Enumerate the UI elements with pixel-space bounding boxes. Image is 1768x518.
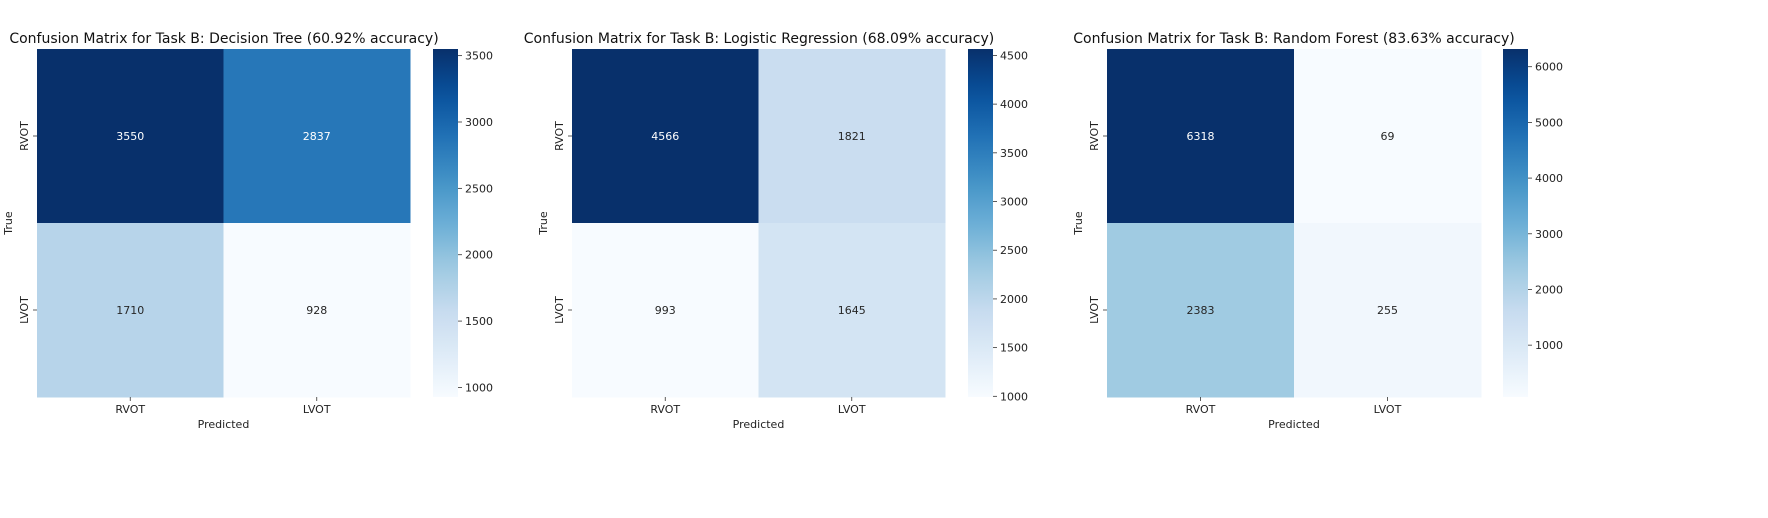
- cell-value-label: 1710: [116, 304, 144, 317]
- cell-value-label: 993: [655, 304, 676, 317]
- cell-value-label: 2383: [1187, 304, 1215, 317]
- chart-title: Confusion Matrix for Task B: Random Fore…: [1073, 31, 1515, 47]
- y-axis-label: True: [1072, 211, 1085, 236]
- heatmap-cell: [758, 49, 946, 224]
- cell-value-label: 255: [1377, 304, 1398, 317]
- heatmap-cell: [37, 49, 224, 224]
- x-tick-label: LVOT: [303, 403, 331, 416]
- y-axis-label: True: [537, 211, 550, 236]
- colorbar-tick-label: 2000: [1000, 293, 1028, 306]
- y-tick-label: LVOT: [1088, 296, 1101, 324]
- heatmap-cell: [1107, 223, 1295, 398]
- heatmap-cell: [572, 223, 759, 398]
- colorbar-tick-label: 3500: [465, 50, 493, 63]
- colorbar: [433, 49, 458, 397]
- colorbar-tick-label: 4000: [1535, 172, 1563, 185]
- y-tick-label: RVOT: [18, 121, 31, 151]
- x-axis-label: Predicted: [1268, 418, 1320, 431]
- y-axis-label: True: [2, 211, 15, 236]
- colorbar-tick-label: 1000: [465, 381, 493, 394]
- y-tick-label: LVOT: [18, 296, 31, 324]
- x-tick-label: RVOT: [650, 403, 680, 416]
- y-tick-label: RVOT: [553, 121, 566, 151]
- chart-title: Confusion Matrix for Task B: Decision Tr…: [9, 31, 438, 47]
- colorbar-tick-label: 1000: [1000, 390, 1028, 403]
- colorbar: [968, 49, 993, 397]
- y-tick-label: LVOT: [553, 296, 566, 324]
- colorbar-tick-label: 2000: [1535, 283, 1563, 296]
- panel-random-forest: Confusion Matrix for Task B: Random Fore…: [1072, 31, 1563, 431]
- colorbar-tick-label: 1500: [465, 315, 493, 328]
- heatmap-cell: [1294, 49, 1482, 224]
- cell-value-label: 4566: [651, 130, 679, 143]
- chart-title: Confusion Matrix for Task B: Logistic Re…: [524, 31, 994, 47]
- heatmap-cell: [1294, 223, 1482, 398]
- colorbar-tick-label: 3000: [1535, 228, 1563, 241]
- colorbar: [1503, 49, 1528, 397]
- panel-decision-tree: Confusion Matrix for Task B: Decision Tr…: [2, 31, 493, 431]
- colorbar-tick-label: 5000: [1535, 116, 1563, 129]
- colorbar-tick-label: 4500: [1000, 49, 1028, 62]
- colorbar-tick-label: 1000: [1535, 339, 1563, 352]
- x-tick-label: LVOT: [1374, 403, 1402, 416]
- heatmap-cell: [1107, 49, 1295, 224]
- cell-value-label: 6318: [1187, 130, 1215, 143]
- heatmap-cell: [37, 223, 224, 398]
- cell-value-label: 928: [306, 304, 327, 317]
- cell-value-label: 69: [1381, 130, 1395, 143]
- cell-value-label: 3550: [116, 130, 144, 143]
- heatmap-cell: [572, 49, 759, 224]
- colorbar-tick-label: 2000: [465, 249, 493, 262]
- cell-value-label: 1821: [838, 130, 866, 143]
- colorbar-tick-label: 2500: [1000, 244, 1028, 257]
- colorbar-tick-label: 1500: [1000, 342, 1028, 355]
- cell-value-label: 1645: [838, 304, 866, 317]
- colorbar-tick-label: 6000: [1535, 61, 1563, 74]
- colorbar-tick-label: 4000: [1000, 98, 1028, 111]
- colorbar-tick-label: 2500: [465, 182, 493, 195]
- colorbar-tick-label: 3500: [1000, 147, 1028, 160]
- colorbar-tick-label: 3000: [1000, 196, 1028, 209]
- x-axis-label: Predicted: [733, 418, 785, 431]
- heatmap-cell: [223, 49, 411, 224]
- heatmap-cell: [758, 223, 946, 398]
- x-tick-label: RVOT: [115, 403, 145, 416]
- y-tick-label: RVOT: [1088, 121, 1101, 151]
- x-tick-label: RVOT: [1186, 403, 1216, 416]
- x-tick-label: LVOT: [838, 403, 866, 416]
- panel-logistic-regression: Confusion Matrix for Task B: Logistic Re…: [524, 31, 1028, 431]
- heatmap-cell: [223, 223, 411, 398]
- colorbar-tick-label: 3000: [465, 116, 493, 129]
- cell-value-label: 2837: [303, 130, 331, 143]
- x-axis-label: Predicted: [198, 418, 250, 431]
